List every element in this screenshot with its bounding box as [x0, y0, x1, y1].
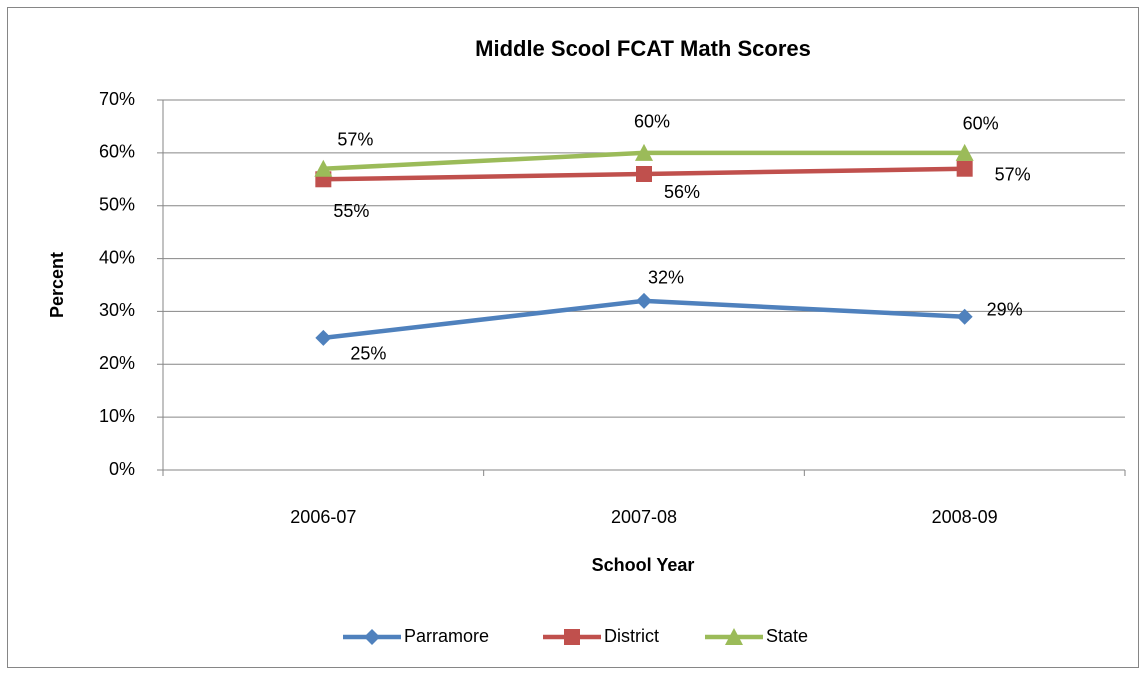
marker — [955, 143, 974, 161]
marker — [956, 160, 973, 177]
y-tick-label: 30% — [99, 300, 135, 320]
y-tick-label: 60% — [99, 142, 135, 162]
y-tick-label: 10% — [99, 406, 135, 426]
x-axis-label: School Year — [592, 555, 695, 575]
x-tick-label: 2007-08 — [611, 507, 677, 527]
marker — [636, 292, 652, 309]
x-tick-label: 2008-09 — [932, 507, 998, 527]
data-label: 32% — [648, 268, 684, 288]
y-tick-label: 50% — [99, 194, 135, 214]
marker — [725, 628, 743, 645]
chart-border — [7, 7, 1139, 668]
marker — [635, 143, 653, 161]
data-label: 55% — [333, 201, 369, 221]
marker — [956, 308, 973, 325]
data-label: 60% — [963, 114, 999, 134]
chart-title: Middle Scool FCAT Math Scores — [475, 36, 811, 61]
data-label: 29% — [987, 299, 1023, 319]
data-label: 56% — [664, 182, 700, 202]
y-tick-label: 20% — [99, 353, 135, 373]
marker — [315, 329, 332, 346]
data-label: 25% — [350, 344, 386, 364]
y-tick-label: 70% — [99, 89, 135, 109]
y-axis-label: Percent — [47, 252, 67, 318]
marker — [364, 629, 380, 645]
marker — [314, 159, 333, 177]
data-label: 60% — [634, 112, 670, 132]
legend-label: District — [604, 626, 659, 646]
marker — [636, 166, 652, 182]
legend-label: State — [766, 626, 808, 646]
data-label: 57% — [337, 129, 373, 149]
x-tick-label: 2006-07 — [290, 507, 356, 527]
y-tick-label: 40% — [99, 247, 135, 267]
legend-label: Parramore — [404, 626, 489, 646]
data-label: 57% — [995, 164, 1031, 184]
marker — [564, 629, 580, 645]
y-tick-label: 0% — [109, 459, 135, 479]
